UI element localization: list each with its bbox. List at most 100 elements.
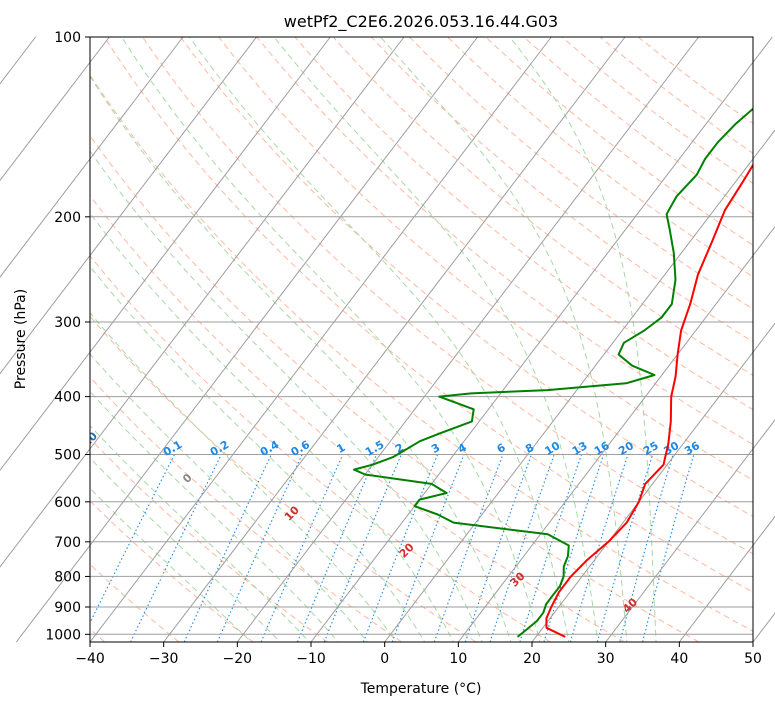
dry-adiabat-label: 0 bbox=[180, 471, 195, 486]
x-axis-label: Temperature (°C) bbox=[360, 681, 482, 697]
mixing-ratio-label: 16 bbox=[592, 439, 612, 458]
dry-adiabat bbox=[90, 194, 625, 642]
moist-adiabat bbox=[90, 487, 252, 642]
moist-adiabat bbox=[90, 265, 426, 642]
dry-adiabat bbox=[103, 37, 753, 593]
y-tick-label: 600 bbox=[54, 495, 81, 511]
x-tick-label: −10 bbox=[296, 651, 326, 667]
x-tick-label: 30 bbox=[597, 651, 615, 667]
mixing-ratio-line bbox=[642, 454, 695, 642]
dry-adiabat bbox=[142, 37, 753, 555]
mixing-ratio-label: 10 bbox=[543, 439, 563, 458]
dry-adiabat-label: -10 bbox=[77, 429, 100, 452]
grid-lines bbox=[0, 36, 775, 643]
mixing-ratio-label: 3 bbox=[429, 441, 442, 456]
temperature-line bbox=[545, 163, 753, 638]
y-tick-label: 500 bbox=[54, 448, 81, 464]
dry-adiabat-label: 10 bbox=[282, 503, 302, 523]
mixing-ratio-label: 6 bbox=[495, 441, 508, 456]
moist-adiabat bbox=[189, 37, 570, 642]
dry-adiabat-label: 20 bbox=[397, 540, 417, 560]
dry-adiabat bbox=[409, 37, 753, 310]
dry-adiabat-label: -20 bbox=[0, 394, 10, 417]
y-tick-label: 300 bbox=[54, 315, 81, 331]
isotherm-line bbox=[678, 515, 775, 643]
isotherm-line bbox=[236, 36, 699, 643]
x-tick-label: 10 bbox=[449, 651, 467, 667]
mixing-ratio-line bbox=[519, 454, 583, 642]
x-tick-label: 40 bbox=[670, 651, 688, 667]
mixing-ratio-label: 30 bbox=[661, 439, 681, 458]
dry-adiabat-label: 40 bbox=[620, 595, 640, 615]
isotherm-line bbox=[310, 36, 773, 643]
isotherm-line bbox=[457, 225, 775, 643]
dry-adiabat bbox=[294, 37, 753, 411]
mixing-ratio-label: 25 bbox=[641, 439, 661, 458]
moist-adiabat bbox=[90, 212, 454, 642]
mixing-ratio-line bbox=[596, 454, 654, 642]
y-axis-label: Pressure (hPa) bbox=[13, 289, 29, 389]
mixing-ratio-label: 4 bbox=[456, 441, 469, 456]
y-tick-label: 400 bbox=[54, 390, 81, 406]
profile-lines bbox=[353, 107, 753, 638]
isotherm-line bbox=[0, 36, 257, 375]
dry-adiabat bbox=[561, 37, 753, 184]
y-tick-label: 200 bbox=[54, 210, 81, 226]
dry-adiabat bbox=[180, 37, 753, 518]
mixing-ratio-label: 13 bbox=[570, 439, 590, 458]
dry-adiabat bbox=[256, 37, 753, 446]
dry-adiabat bbox=[90, 437, 328, 642]
mixing-ratio-line bbox=[569, 454, 629, 642]
x-tick-label: 20 bbox=[523, 651, 541, 667]
isotherm-line bbox=[0, 36, 184, 278]
mixing-ratio-line bbox=[433, 454, 504, 642]
dry-adiabat bbox=[90, 255, 551, 642]
mixing-ratio-line bbox=[489, 454, 555, 642]
isotherm-line bbox=[605, 419, 775, 643]
dry-adiabat bbox=[599, 37, 753, 154]
isotherm-line bbox=[0, 36, 405, 568]
moist-adiabat bbox=[90, 390, 339, 642]
mixing-ratio-label: 1 bbox=[334, 441, 347, 456]
y-tick-label: 1000 bbox=[45, 627, 81, 643]
line-labels: 0.10.20.40.611.52346810131620253036-100-… bbox=[0, 394, 702, 615]
mixing-ratio-line bbox=[296, 454, 378, 642]
moist-adiabat bbox=[509, 37, 657, 642]
mixing-ratio-line bbox=[391, 454, 465, 642]
x-tick-label: 50 bbox=[744, 651, 762, 667]
y-tick-label: 900 bbox=[54, 600, 81, 616]
mixing-ratio-line bbox=[619, 454, 674, 642]
isotherm-line bbox=[752, 612, 775, 643]
mixing-ratio-label: 0.4 bbox=[258, 438, 282, 459]
x-tick-label: −40 bbox=[75, 651, 105, 667]
moist-adiabat bbox=[380, 37, 628, 642]
moist-adiabat bbox=[121, 37, 541, 642]
y-tick-label: 800 bbox=[54, 569, 81, 585]
dry-adiabat bbox=[523, 37, 753, 215]
chart-title: wetPf2_C2E6.2026.053.16.44.G03 bbox=[284, 12, 558, 32]
isotherm-line bbox=[163, 36, 626, 643]
mixing-ratio-line bbox=[464, 454, 533, 642]
mixing-ratio-line bbox=[216, 454, 303, 642]
dry-adiabat bbox=[90, 376, 402, 642]
x-tick-label: −30 bbox=[149, 651, 179, 667]
mixing-ratio-label: 8 bbox=[523, 441, 536, 456]
isotherm-line bbox=[89, 36, 552, 643]
mixing-ratio-label: 1.5 bbox=[363, 438, 386, 459]
dry-adiabat bbox=[637, 37, 753, 125]
moist-adiabat bbox=[90, 425, 311, 642]
plot-frame bbox=[89, 36, 754, 643]
isotherm-line bbox=[15, 36, 478, 643]
mixing-ratio-label: 0.6 bbox=[289, 438, 313, 459]
mixing-ratio-line bbox=[90, 454, 175, 624]
dry-adiabat bbox=[370, 37, 753, 343]
moist-adiabat bbox=[273, 37, 599, 642]
dewpoint-line bbox=[353, 107, 753, 638]
dry-adiabat bbox=[90, 74, 753, 632]
mixing-ratio-label: 0.1 bbox=[161, 438, 184, 459]
x-tick-label: 0 bbox=[380, 651, 389, 667]
moist-adiabat bbox=[90, 353, 368, 642]
dry-adiabat bbox=[332, 37, 753, 376]
mixing-ratio-line bbox=[362, 454, 439, 642]
